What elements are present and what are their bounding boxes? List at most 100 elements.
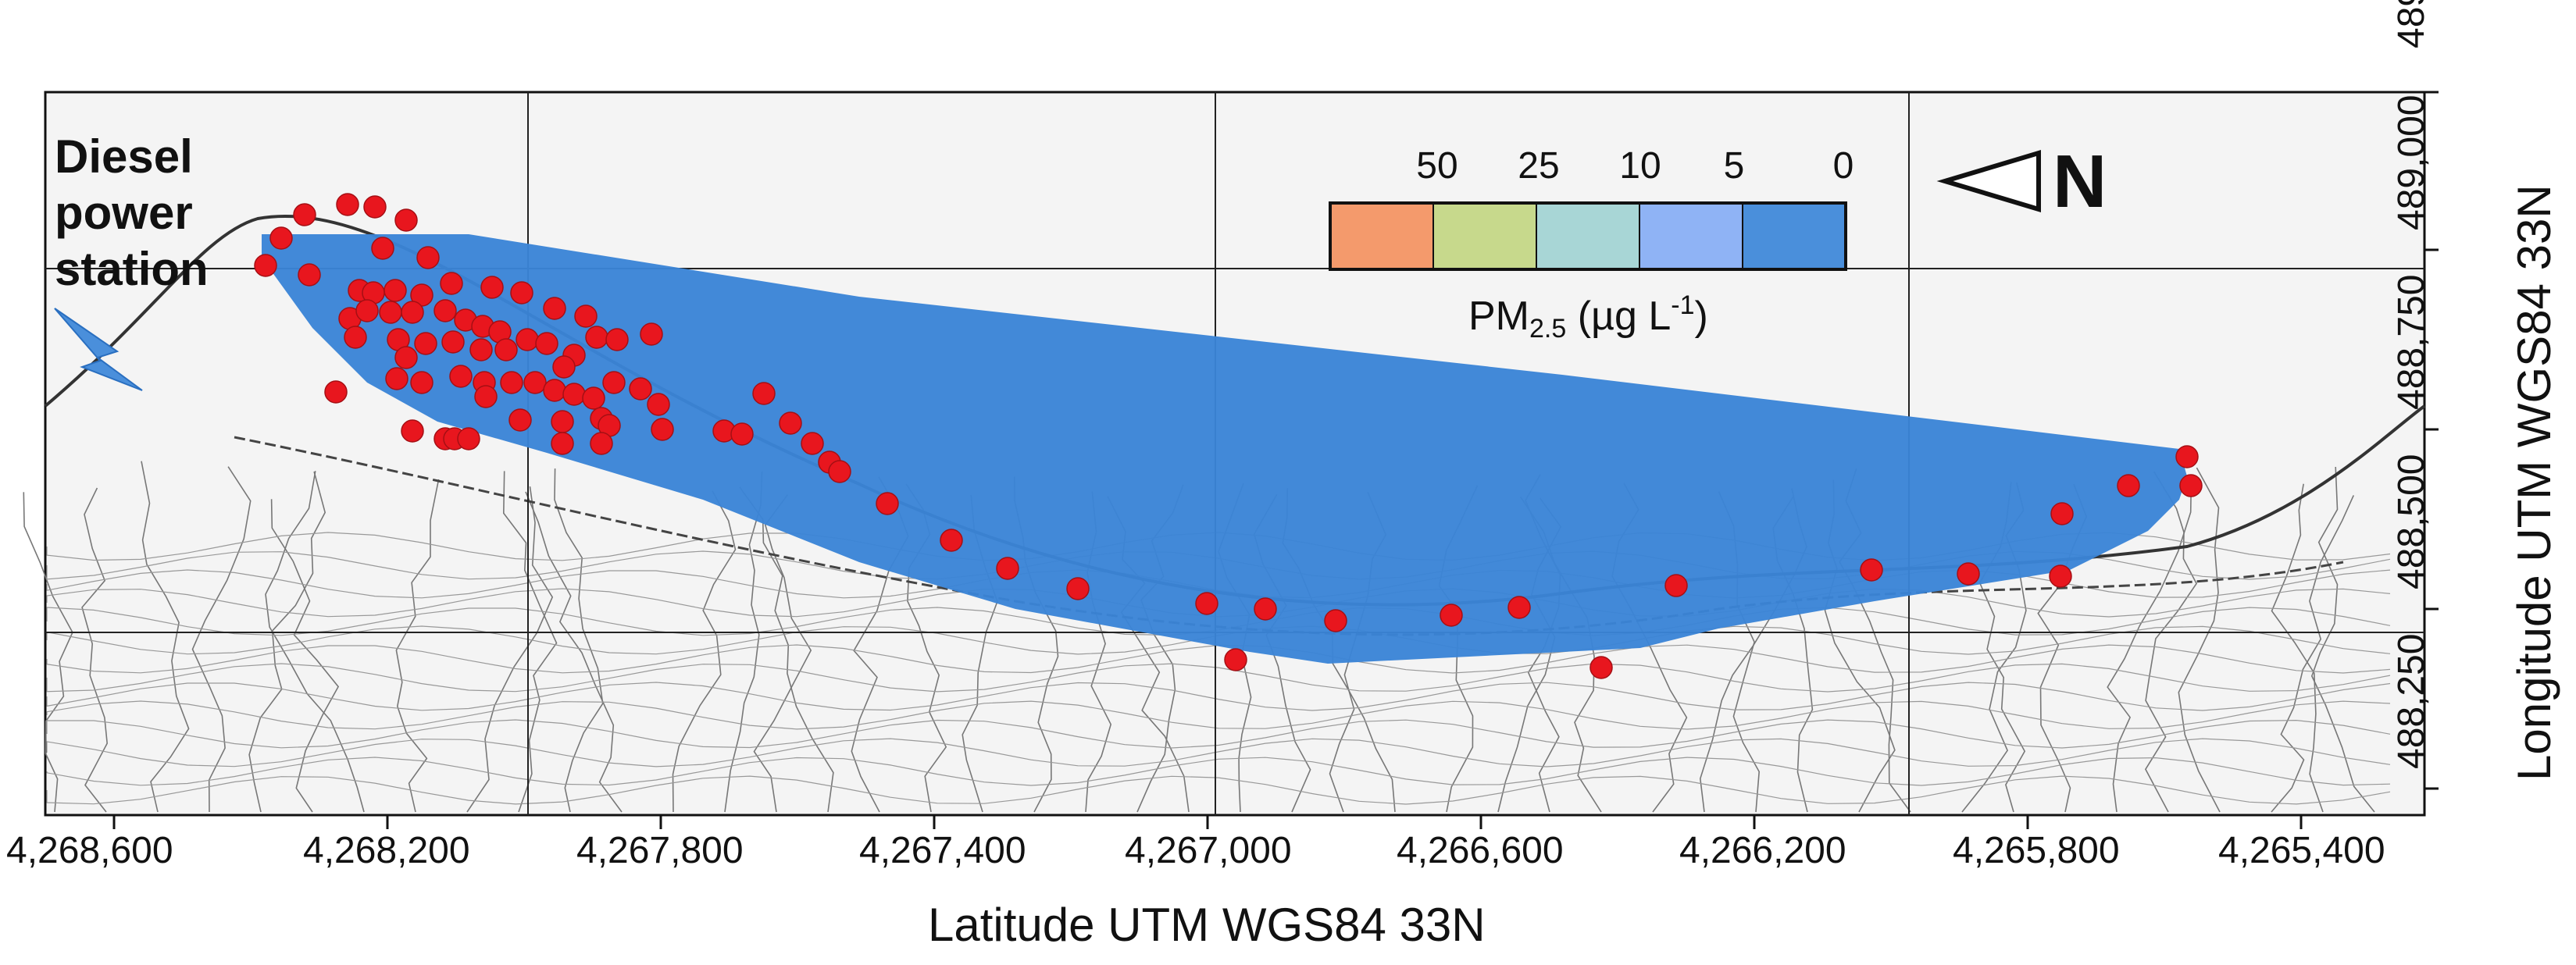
- contour-line: [248, 471, 326, 813]
- legend-value: 50: [1416, 145, 1458, 187]
- legend-swatch: [1329, 202, 1434, 270]
- sample-point: [416, 246, 440, 269]
- contour-line: [46, 682, 2391, 711]
- x-tick-label: 4,265,800: [1953, 830, 2120, 871]
- sample-point: [2179, 474, 2203, 497]
- legend-value: 0: [1832, 145, 1854, 187]
- sample-point: [1860, 558, 1883, 582]
- sample-point: [371, 237, 394, 260]
- sample-point: [394, 346, 418, 369]
- x-tick-label: 4,265,400: [2218, 830, 2385, 871]
- legend-value: 10: [1619, 145, 1661, 187]
- sample-point: [574, 304, 598, 328]
- sample-point: [582, 386, 605, 410]
- sample-point: [1324, 609, 1347, 632]
- sample-points: [254, 193, 2203, 679]
- sample-point: [651, 418, 674, 441]
- station-label: Diesel power station: [55, 129, 209, 297]
- contour-line: [395, 479, 440, 813]
- contour-line: [191, 466, 252, 813]
- legend-swatch: [1639, 202, 1743, 270]
- sample-point: [1195, 592, 1218, 615]
- legend-color-bar: [1329, 201, 1847, 271]
- station-label-line: power: [55, 187, 193, 239]
- sample-point: [996, 557, 1019, 580]
- contour-line: [46, 663, 2391, 693]
- contour-line: [46, 719, 2391, 749]
- sample-point: [410, 371, 433, 394]
- sample-point: [1224, 648, 1247, 671]
- legend-title-sup: -1: [1671, 290, 1695, 320]
- y-tick-label: 488,250: [2391, 633, 2432, 769]
- sample-point: [269, 226, 293, 250]
- legend-swatch: [1742, 202, 1846, 270]
- x-tick-label: 4,268,600: [6, 830, 173, 871]
- y-tick-label: 488,750: [2391, 274, 2432, 410]
- sample-point: [401, 419, 424, 443]
- sample-point: [414, 332, 437, 355]
- sample-point: [602, 371, 626, 394]
- sample-point: [752, 382, 776, 405]
- sample-point: [355, 299, 379, 322]
- sample-point: [394, 208, 418, 232]
- sample-point: [384, 279, 407, 302]
- sample-point: [1440, 604, 1463, 627]
- sample-point: [336, 193, 359, 216]
- contour-line: [23, 492, 73, 813]
- sample-point: [469, 338, 493, 361]
- sample-point: [585, 326, 608, 349]
- sample-point: [2175, 445, 2199, 468]
- contour-line: [2178, 467, 2221, 813]
- sample-point: [516, 328, 539, 351]
- contour-line: [46, 738, 2391, 767]
- sample-point: [254, 254, 277, 277]
- contour-line: [141, 461, 190, 813]
- sample-point: [2117, 474, 2140, 497]
- y-tick-label: 489,250: [2390, 0, 2433, 48]
- x-axis-title: Latitude UTM WGS84 33N: [928, 899, 1486, 951]
- sample-point: [590, 432, 613, 455]
- y-tick-label: 488,500: [2391, 454, 2432, 589]
- sample-point: [441, 330, 465, 354]
- sample-point: [779, 411, 802, 435]
- sample-point: [500, 371, 523, 394]
- station-label-line: Diesel: [55, 130, 193, 183]
- contour-line: [270, 499, 340, 813]
- sample-point: [1254, 597, 1277, 621]
- sample-point: [1957, 562, 1980, 586]
- sample-point: [876, 492, 899, 515]
- x-tick-label: 4,266,200: [1679, 830, 1846, 871]
- contour-line: [81, 487, 109, 813]
- sample-point: [2050, 502, 2074, 525]
- sample-point: [535, 332, 558, 355]
- sample-point: [640, 322, 663, 346]
- sample-point: [523, 371, 547, 394]
- contour-line: [2107, 484, 2192, 813]
- sample-point: [324, 380, 348, 404]
- legend-swatch: [1536, 202, 1640, 270]
- contour-line: [46, 700, 2391, 730]
- station-marker: [54, 308, 143, 391]
- station-label-line: station: [55, 243, 209, 295]
- legend-title: PM2.5 (µg L-1): [1468, 290, 1708, 344]
- sample-point: [293, 203, 316, 226]
- sample-point: [433, 299, 457, 322]
- x-tick-label: 4,266,600: [1397, 830, 1564, 871]
- sample-point: [2049, 564, 2072, 588]
- sample-point: [940, 529, 963, 552]
- contour-line: [525, 491, 623, 813]
- x-tick-label: 4,267,800: [576, 830, 744, 871]
- sample-point: [449, 365, 473, 388]
- sample-point: [440, 272, 463, 295]
- sample-point: [1066, 577, 1090, 600]
- north-arrow-icon: [1936, 149, 2041, 213]
- sample-point: [480, 276, 504, 299]
- north-label: N: [2053, 140, 2107, 223]
- sample-point: [828, 460, 851, 483]
- sample-point: [385, 367, 409, 390]
- sample-point: [1664, 574, 1688, 597]
- contour-line: [46, 775, 2391, 805]
- contour-line: [502, 471, 558, 813]
- contour-line: [265, 471, 365, 813]
